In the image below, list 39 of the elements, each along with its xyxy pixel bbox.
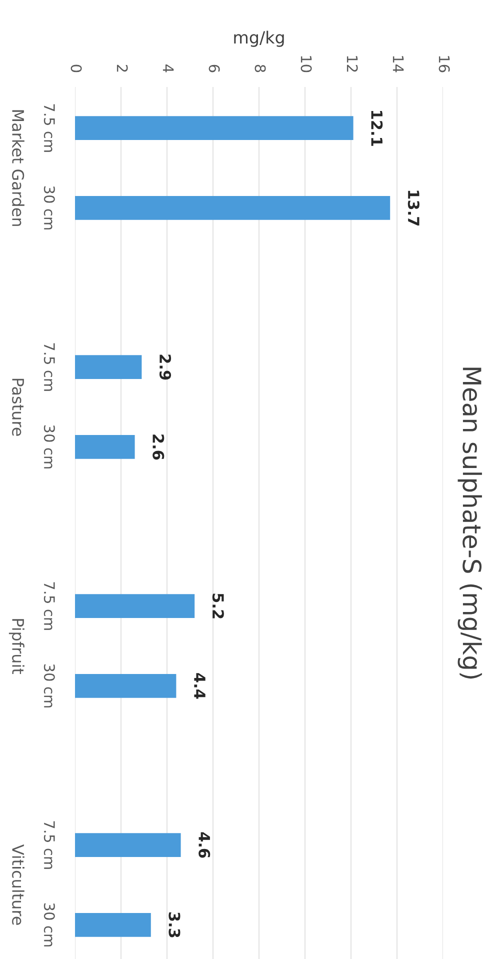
data-label: 4.6 bbox=[198, 832, 210, 858]
bar bbox=[75, 833, 181, 858]
data-label: 3.3 bbox=[168, 912, 180, 938]
bar bbox=[75, 196, 390, 220]
y-tick-label: Viticulture bbox=[12, 844, 24, 925]
bar bbox=[75, 355, 142, 380]
data-label: 2.9 bbox=[159, 354, 172, 380]
data-label: 2.6 bbox=[152, 434, 164, 460]
text: 7.5 cm bbox=[44, 343, 55, 391]
y-tick-label: Market Garden bbox=[12, 110, 24, 226]
x-tick-label: 16 bbox=[438, 56, 450, 72]
data-label: 5.2 bbox=[212, 594, 224, 618]
text: 7.5 cm bbox=[44, 582, 55, 630]
text: Mean sulphate-S (mg/kg) bbox=[458, 368, 482, 679]
bar bbox=[75, 674, 176, 698]
text: 7.5 cm bbox=[44, 821, 55, 869]
x-tick-label: 6 bbox=[208, 64, 220, 72]
data-label: 12.1 bbox=[371, 110, 383, 146]
y-tick-label: Pipfruit bbox=[8, 619, 24, 674]
data-label: 4.4 bbox=[194, 673, 206, 699]
text: 30 cm bbox=[44, 903, 55, 946]
x-tick-label: 8 bbox=[254, 64, 266, 72]
bar bbox=[75, 594, 195, 618]
x-tick-label: 4 bbox=[162, 64, 174, 72]
x-tick-label: 12 bbox=[346, 56, 358, 72]
y-tick-label: Pasture bbox=[12, 378, 24, 436]
x-tick-label: 10 bbox=[300, 56, 312, 72]
x-tick-label: 0 bbox=[70, 64, 82, 72]
x-axis-title: mg/kg bbox=[234, 30, 284, 47]
bar bbox=[75, 434, 135, 459]
bar bbox=[75, 912, 151, 937]
x-tick-label: 2 bbox=[116, 64, 128, 72]
data-label: 13.7 bbox=[408, 190, 420, 226]
text: 30 cm bbox=[44, 664, 55, 708]
bar bbox=[75, 116, 354, 140]
text: 30 cm bbox=[44, 186, 55, 230]
text: 30 cm bbox=[44, 425, 55, 468]
text: 7.5 cm bbox=[44, 104, 55, 152]
x-tick-label: 14 bbox=[392, 56, 404, 72]
